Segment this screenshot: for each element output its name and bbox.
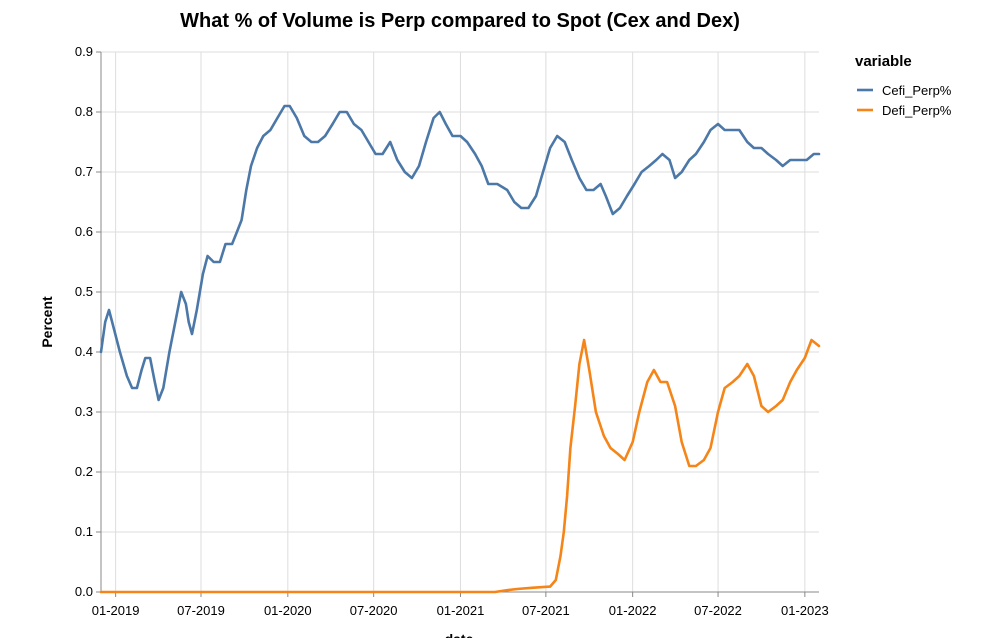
- chart-title: What % of Volume is Perp compared to Spo…: [180, 10, 740, 32]
- x-tick-label: 01-2023: [781, 603, 829, 618]
- series-line-cefi-perp: [99, 104, 821, 402]
- x-tick-label: 01-2019: [92, 603, 140, 618]
- y-tick-label: 0.1: [75, 524, 93, 539]
- legend-title: variable: [855, 53, 912, 70]
- x-tick-label: 07-2020: [350, 603, 398, 618]
- y-tick-label: 0.7: [75, 164, 93, 179]
- y-tick-label: 0.4: [75, 344, 93, 359]
- series-line-defi-perp: [99, 338, 821, 594]
- x-tick-label: 07-2022: [694, 603, 742, 618]
- legend-label: Cefi_Perp%: [882, 83, 952, 98]
- x-tick-label: 01-2021: [437, 603, 485, 618]
- x-tick-label: 07-2019: [177, 603, 225, 618]
- y-tick-label: 0.5: [75, 284, 93, 299]
- x-tick-label: 07-2021: [522, 603, 570, 618]
- y-tick-label: 0.2: [75, 464, 93, 479]
- y-tick-label: 0.9: [75, 44, 93, 59]
- y-axis-title: Percent: [39, 296, 55, 348]
- y-tick-label: 0.3: [75, 404, 93, 419]
- x-tick-label: 01-2020: [264, 603, 312, 618]
- legend: variable Cefi_Perp% Defi_Perp%: [855, 53, 952, 118]
- y-tick-label: 0.8: [75, 104, 93, 119]
- x-tick-label: 01-2022: [609, 603, 657, 618]
- y-tick-label: 0.6: [75, 224, 93, 239]
- x-axis-title: date: [445, 631, 474, 638]
- y-tick-label: 0.0: [75, 584, 93, 599]
- gridlines: [101, 51, 819, 592]
- series-lines: [99, 104, 821, 594]
- legend-label: Defi_Perp%: [882, 103, 952, 118]
